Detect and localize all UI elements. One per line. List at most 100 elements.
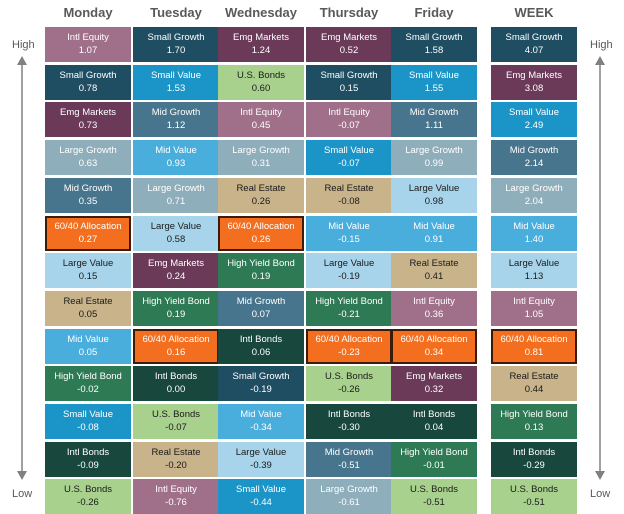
return-value: 1.24 (251, 45, 271, 56)
asset-name: Intl Equity (413, 295, 455, 307)
column-header-friday: Friday (414, 5, 454, 20)
asset-name: Intl Bonds (239, 333, 283, 345)
cell-thursday-rank-4: Small Value -0.07 (306, 140, 392, 176)
scale-arrow-right (595, 56, 605, 480)
asset-name: Intl Equity (155, 484, 197, 496)
asset-name: U.S. Bonds (63, 484, 113, 496)
cell-monday-rank-3: Emg Markets 0.73 (45, 102, 131, 138)
asset-name: Emg Markets (321, 32, 377, 43)
return-value: 0.26 (251, 233, 271, 245)
asset-name: Intl Bonds (512, 446, 556, 458)
return-value: 1.13 (524, 271, 544, 283)
return-value: 0.81 (524, 346, 544, 358)
asset-name: Real Estate (324, 182, 374, 194)
asset-name: Small Growth (232, 371, 290, 383)
return-value: 0.27 (78, 233, 98, 245)
return-value: -0.76 (165, 497, 187, 509)
column-header-wednesday: Wednesday (224, 5, 297, 20)
asset-name: Large Growth (147, 182, 205, 194)
asset-name: Large Growth (320, 484, 378, 496)
return-value: -0.44 (250, 497, 272, 509)
cell-tuesday-rank-1: Small Growth 1.70 (133, 27, 219, 62)
return-value: 0.93 (166, 158, 186, 170)
asset-name: Large Value (408, 182, 460, 194)
asset-name: Mid Value (328, 220, 370, 232)
asset-name: Mid Value (67, 333, 109, 345)
cell-friday-rank-3: Mid Growth 1.11 (391, 102, 477, 138)
asset-name: U.S. Bonds (509, 484, 559, 496)
asset-name: Small Value (324, 145, 374, 157)
cell-monday-rank-11: Small Value -0.08 (45, 404, 131, 439)
cell-thursday-rank-3: Intl Equity -0.07 (306, 102, 392, 138)
asset-name: Large Growth (405, 145, 463, 157)
asset-name: Small Value (509, 107, 559, 119)
return-value: 0.05 (78, 308, 98, 320)
return-value: -0.51 (338, 459, 360, 471)
cell-friday-rank-9: 60/40 Allocation 0.34 (391, 328, 477, 364)
return-value: -0.08 (77, 422, 99, 433)
asset-name: Intl Equity (240, 107, 282, 119)
cell-friday-rank-4: Large Growth 0.99 (391, 140, 477, 176)
asset-name: Large Value (150, 220, 202, 232)
return-value: -0.07 (338, 158, 360, 170)
return-value: 0.73 (78, 120, 98, 132)
cell-tuesday-rank-9: 60/40 Allocation 0.16 (133, 328, 219, 364)
return-value: 0.19 (166, 308, 186, 320)
asset-name: Mid Growth (63, 182, 113, 194)
asset-name: 60/40 Allocation (142, 333, 210, 345)
return-value: 2.14 (524, 158, 544, 170)
high-label-left: High (12, 39, 35, 51)
return-value: 0.24 (166, 271, 186, 283)
scale-arrow-left (17, 56, 27, 480)
asset-name: Small Value (236, 484, 286, 496)
cell-monday-rank-2: Small Growth 0.78 (45, 64, 131, 100)
return-value: 0.13 (524, 422, 544, 433)
asset-name: Intl Bonds (412, 409, 456, 420)
cell-friday-rank-2: Small Value 1.55 (391, 64, 477, 100)
return-value: 0.63 (78, 158, 98, 170)
low-label-left: Low (12, 488, 33, 500)
asset-name: Real Estate (236, 182, 286, 194)
cell-friday-rank-5: Large Value 0.98 (391, 177, 477, 213)
cell-tuesday-rank-7: Emg Markets 0.24 (133, 253, 219, 289)
asset-name: Mid Growth (509, 145, 559, 157)
cell-wednesday-rank-7: High Yield Bond 0.19 (218, 253, 304, 289)
return-value: -0.15 (338, 233, 360, 245)
asset-name: Small Growth (405, 32, 463, 43)
cell-friday-rank-10: Emg Markets 0.32 (391, 366, 477, 402)
asset-name: Large Value (235, 446, 287, 458)
cell-tuesday-rank-8: High Yield Bond 0.19 (133, 290, 219, 326)
cell-monday-rank-1: Intl Equity 1.07 (45, 27, 131, 62)
return-value: -0.01 (423, 459, 445, 471)
cell-wednesday-rank-4: Large Growth 0.31 (218, 140, 304, 176)
cell-week-rank-1: Small Growth 4.07 (491, 27, 577, 62)
asset-name: Mid Growth (324, 446, 374, 458)
asset-name: U.S. Bonds (409, 484, 459, 496)
cell-friday-rank-7: Real Estate 0.41 (391, 253, 477, 289)
return-value: 1.58 (424, 45, 444, 56)
asset-name: Mid Growth (409, 107, 459, 119)
return-value: 0.78 (78, 82, 98, 94)
return-value: 0.71 (166, 195, 186, 207)
cell-week-rank-5: Large Growth 2.04 (491, 177, 577, 213)
return-value: -0.09 (77, 459, 99, 471)
asset-name: Large Value (323, 258, 375, 270)
column-header-tuesday: Tuesday (150, 5, 202, 20)
asset-name: U.S. Bonds (151, 409, 201, 420)
cell-wednesday-rank-2: U.S. Bonds 0.60 (218, 64, 304, 100)
return-value: -0.19 (338, 271, 360, 283)
return-value: -0.26 (338, 384, 360, 396)
cell-wednesday-rank-10: Small Growth -0.19 (218, 366, 304, 402)
asset-name: Mid Value (155, 145, 197, 157)
cell-wednesday-rank-3: Intl Equity 0.45 (218, 102, 304, 138)
return-value: -0.07 (338, 120, 360, 132)
return-value: 0.98 (424, 195, 444, 207)
asset-name: Large Value (508, 258, 560, 270)
cell-thursday-rank-7: Large Value -0.19 (306, 253, 392, 289)
cell-friday-rank-6: Mid Value 0.91 (391, 215, 477, 251)
cell-friday-rank-11: Intl Bonds 0.04 (391, 404, 477, 439)
return-value: -0.39 (250, 459, 272, 471)
cell-week-rank-7: Large Value 1.13 (491, 253, 577, 289)
high-label-right: High (590, 39, 613, 51)
cell-monday-rank-6: 60/40 Allocation 0.27 (45, 215, 131, 251)
